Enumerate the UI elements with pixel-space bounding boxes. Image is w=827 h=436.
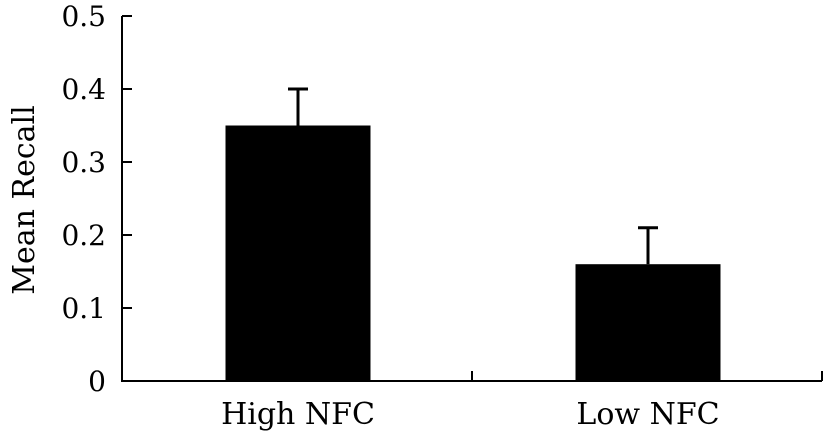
bar bbox=[575, 264, 721, 381]
y-tick-label: 0.2 bbox=[61, 219, 106, 252]
y-tick-label: 0.3 bbox=[61, 146, 106, 179]
x-tick-label: High NFC bbox=[221, 397, 375, 432]
y-ticks: 0 0.1 0.2 0.3 0.4 0.5 bbox=[61, 0, 132, 398]
bars bbox=[225, 125, 721, 381]
bar bbox=[225, 125, 371, 381]
y-tick-label: 0.5 bbox=[61, 0, 106, 33]
x-ticks bbox=[471, 371, 823, 381]
x-tick-labels: High NFC Low NFC bbox=[221, 397, 720, 432]
y-tick-label: 0.4 bbox=[61, 73, 106, 106]
x-tick-label: Low NFC bbox=[576, 397, 719, 432]
y-tick-label: 0.1 bbox=[61, 292, 106, 325]
y-tick-label: 0 bbox=[88, 365, 106, 398]
error-bars bbox=[288, 87, 658, 265]
y-axis-label: Mean Recall bbox=[7, 105, 42, 294]
